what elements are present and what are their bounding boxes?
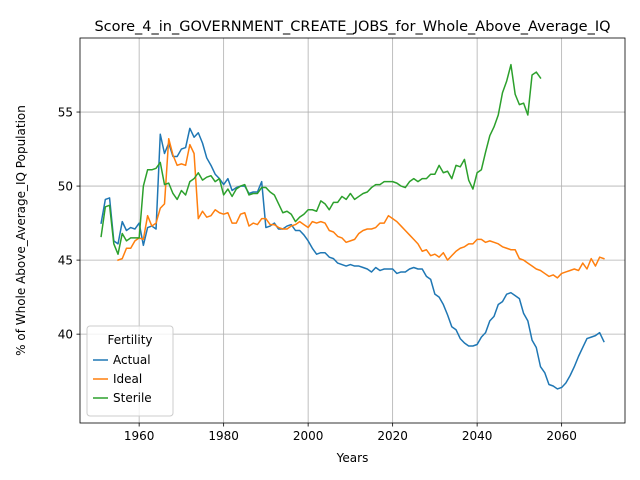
y-tick-label: 40 xyxy=(58,327,73,341)
chart-title: Score_4_in_GOVERNMENT_CREATE_JOBS_for_Wh… xyxy=(94,19,610,35)
legend-label-actual: Actual xyxy=(113,353,151,367)
legend-title: Fertility xyxy=(107,333,152,347)
y-tick-label: 45 xyxy=(58,253,73,267)
legend: Fertility Actual Ideal Sterile xyxy=(87,326,173,416)
x-tick-label: 1960 xyxy=(124,429,155,443)
y-tick-label: 50 xyxy=(58,179,73,193)
x-tick-label: 2060 xyxy=(546,429,577,443)
x-tick-label: 1980 xyxy=(208,429,239,443)
legend-label-ideal: Ideal xyxy=(113,372,142,386)
x-axis-label: Years xyxy=(336,451,369,465)
y-tick-label: 55 xyxy=(58,105,73,119)
x-tick-label: 2000 xyxy=(293,429,324,443)
y-axis-label: % of Whole Above_Average_IQ Population xyxy=(14,105,28,356)
x-tick-label: 2020 xyxy=(377,429,408,443)
x-tick-label: 2040 xyxy=(462,429,493,443)
legend-label-sterile: Sterile xyxy=(113,391,152,405)
